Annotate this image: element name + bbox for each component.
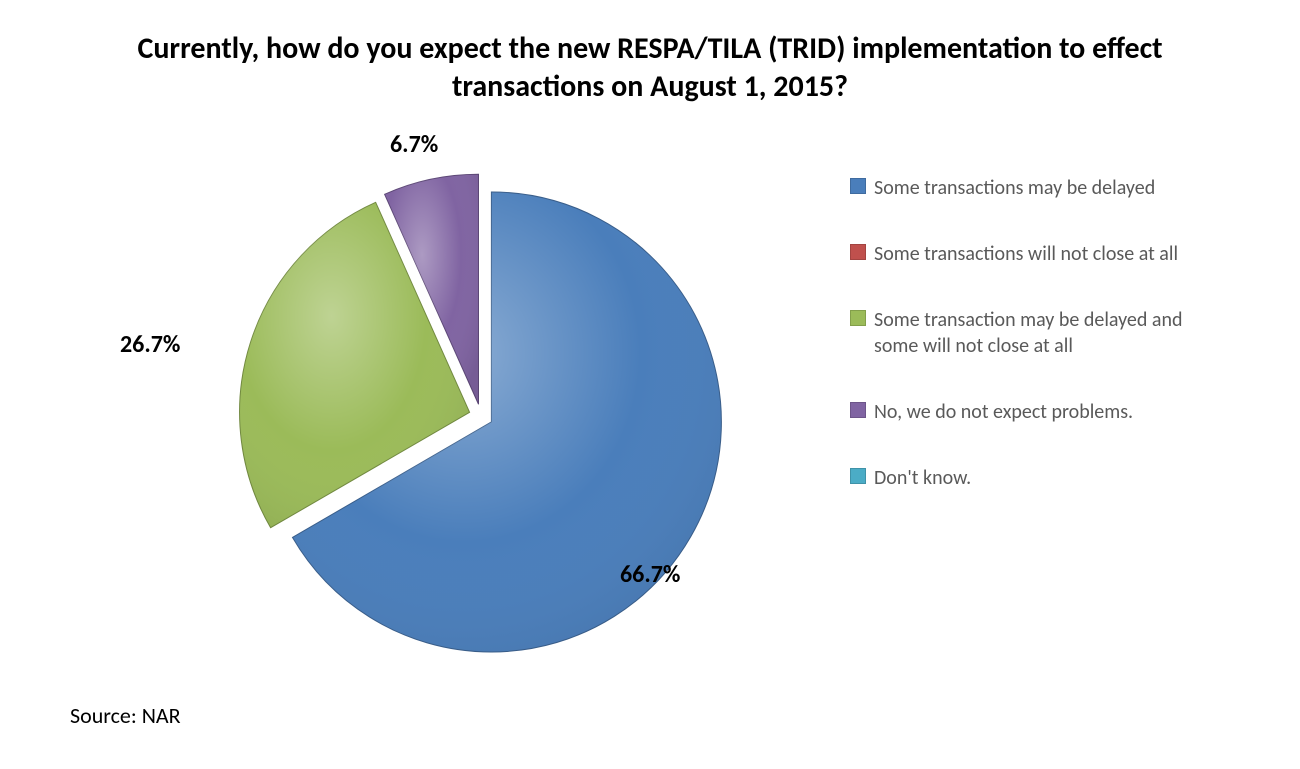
legend-swatch — [850, 468, 866, 484]
legend-label: Don't know. — [874, 465, 971, 491]
source-text: Source: NAR — [70, 702, 181, 729]
legend-item: Some transaction may be delayed and some… — [850, 307, 1250, 359]
legend-swatch — [850, 178, 866, 194]
legend: Some transactions may be delayed Some tra… — [850, 175, 1250, 531]
pie-wrap — [235, 170, 727, 667]
legend-label: Some transactions will not close at all — [874, 241, 1178, 267]
legend-swatch — [850, 402, 866, 418]
data-label: 6.7% — [390, 130, 438, 159]
legend-label: Some transaction may be delayed and some… — [874, 307, 1204, 359]
data-label: 66.7% — [620, 560, 680, 589]
legend-label: No, we do not expect problems. — [874, 399, 1133, 425]
legend-item: Some transactions will not close at all — [850, 241, 1250, 267]
pie-chart: 66.7% 26.7% 6.7% — [60, 120, 810, 700]
legend-item: Some transactions may be delayed — [850, 175, 1250, 201]
legend-swatch — [850, 310, 866, 326]
data-label: 26.7% — [120, 330, 180, 359]
legend-item: No, we do not expect problems. — [850, 399, 1250, 425]
legend-label: Some transactions may be delayed — [874, 175, 1155, 201]
legend-item: Don't know. — [850, 465, 1250, 491]
legend-swatch — [850, 244, 866, 260]
chart-title: Currently, how do you expect the new RES… — [0, 0, 1300, 105]
